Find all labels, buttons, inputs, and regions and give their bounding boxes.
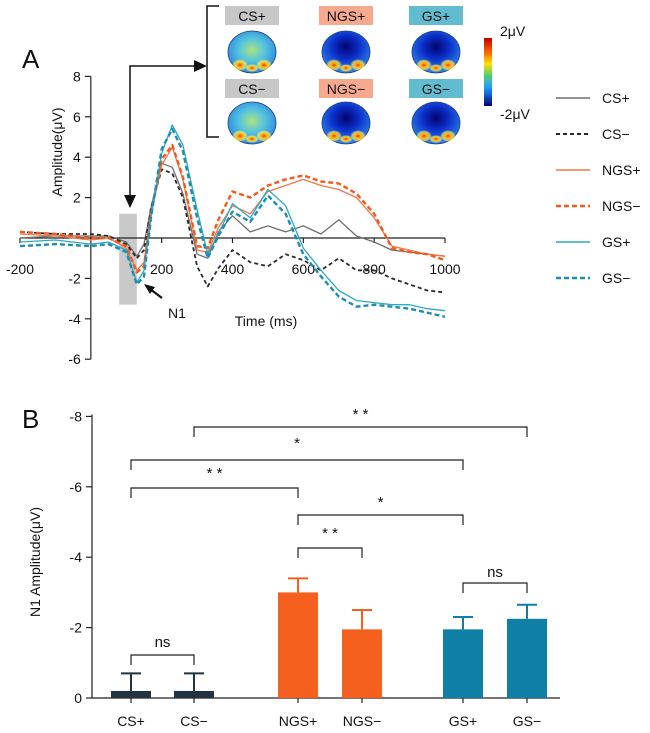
significance-label: * * <box>353 406 369 423</box>
x-tick-label: 800 <box>362 261 386 277</box>
x-tick-label: 600 <box>292 261 316 277</box>
bar <box>111 690 151 698</box>
series-line-2 <box>19 168 446 294</box>
x-tick-label: -200 <box>6 261 34 277</box>
bar-y-tick-label: -4 <box>70 549 83 565</box>
bar <box>174 690 214 698</box>
topo-label-box <box>319 6 373 25</box>
significance-label: ns <box>487 564 503 581</box>
pointer-line <box>129 65 196 198</box>
legend-label: GS+ <box>602 234 630 250</box>
y-tick-label: 6 <box>73 109 81 125</box>
series-line-4 <box>19 143 446 274</box>
y-tick-label: 4 <box>73 149 81 165</box>
x-tick-label: 400 <box>221 261 245 277</box>
significance-bracket <box>462 582 528 593</box>
significance-label: * * <box>207 465 223 482</box>
significance-bracket <box>130 487 299 498</box>
topo-label: CS+ <box>238 8 266 24</box>
significance-bracket <box>193 426 528 437</box>
bracket-line <box>206 5 219 138</box>
legend-label: CS+ <box>602 90 630 106</box>
bar-y-tick-label: -8 <box>70 408 83 424</box>
significance-bracket <box>297 514 464 525</box>
topo-label-box <box>225 79 279 98</box>
bar-y-tick-label: 0 <box>74 690 82 706</box>
colorbar-gradient <box>484 38 492 106</box>
pointer-arrow-down <box>124 195 136 208</box>
x-axis-title: Time (ms) <box>235 313 297 329</box>
topo-label: GS+ <box>422 8 450 24</box>
bar-y-tick-label: -2 <box>70 620 83 636</box>
colorbar-max-label: 2μV <box>500 23 526 39</box>
bar <box>278 592 318 698</box>
significance-label: ns <box>155 634 171 651</box>
significance-label: * <box>378 494 384 511</box>
topo-label-box <box>409 79 463 98</box>
legend-label: GS− <box>602 270 630 286</box>
topo-map <box>321 30 371 74</box>
topo-label: CS− <box>238 81 266 97</box>
y-axis-title: Amplitude(μV) <box>49 108 65 197</box>
bar-category-label: CS+ <box>117 713 145 729</box>
bar <box>443 629 483 698</box>
significance-bracket <box>297 547 363 558</box>
topo-label-box <box>319 79 373 98</box>
panel-b-label: B <box>22 404 39 434</box>
bar-category-label: CS− <box>180 713 208 729</box>
topo-label-box <box>225 6 279 25</box>
topo-maps: CS+ NGS+ GS+ CS− NGS− GS− <box>225 6 463 145</box>
series-line-1 <box>19 162 446 259</box>
n1-arrow-head <box>144 284 155 294</box>
y-tick-label: 2 <box>73 190 81 206</box>
topo-label: GS− <box>422 81 450 97</box>
topo-map <box>321 101 371 145</box>
y-tick-label: 8 <box>73 68 81 84</box>
bar-category-label: GS+ <box>449 713 477 729</box>
legend-label: NGS+ <box>602 162 641 178</box>
bar-axes: 0 -2 -4 -6 -8 N1 Amplitude(μV) CS+ CS− NGS+ NGS− G… <box>27 406 560 729</box>
colorbar: 2μV -2μV <box>484 23 531 122</box>
bar-y-axis-title: N1 Amplitude(μV) <box>27 507 43 617</box>
y-tick-label: -2 <box>68 270 81 286</box>
series-line-3 <box>19 146 446 271</box>
erp-axes: -6 -4 -2 2 4 6 8 -200 200 400 600 800 1000 Time (ms) A… <box>6 68 461 367</box>
n1-label: N1 <box>168 305 186 321</box>
x-tick-label: 200 <box>150 261 174 277</box>
bar <box>342 629 382 698</box>
panel-a-label: A <box>22 44 40 74</box>
bar-category-label: NGS− <box>343 713 382 729</box>
bar-category-label: GS− <box>513 713 541 729</box>
y-tick-label: -4 <box>68 311 81 327</box>
topo-map <box>411 30 461 74</box>
topo-label: NGS+ <box>327 8 366 24</box>
topo-map <box>411 101 461 145</box>
legend-label: NGS− <box>602 198 641 214</box>
y-tick-label: -6 <box>68 351 81 367</box>
significance-label: * <box>294 435 300 452</box>
topo-map <box>227 30 277 74</box>
legend-label: CS− <box>602 126 630 142</box>
significance-label: * * <box>322 525 338 542</box>
significance-bracket <box>130 459 464 470</box>
topo-label: NGS− <box>327 81 366 97</box>
legend: CS+ CS− NGS+ NGS− GS+ GS− <box>556 90 641 286</box>
pointer-arrow-head <box>194 60 207 72</box>
topo-bracket <box>124 5 219 208</box>
significance-bracket <box>130 654 195 665</box>
topo-map <box>227 101 277 145</box>
bar <box>507 618 547 698</box>
colorbar-min-label: -2μV <box>500 106 531 122</box>
bar-y-tick-label: -6 <box>70 479 83 495</box>
x-tick-label: 1000 <box>429 261 460 277</box>
bar-category-label: NGS+ <box>279 713 318 729</box>
series-line-6 <box>19 127 446 318</box>
series-line-5 <box>19 124 446 312</box>
topo-label-box <box>409 6 463 25</box>
